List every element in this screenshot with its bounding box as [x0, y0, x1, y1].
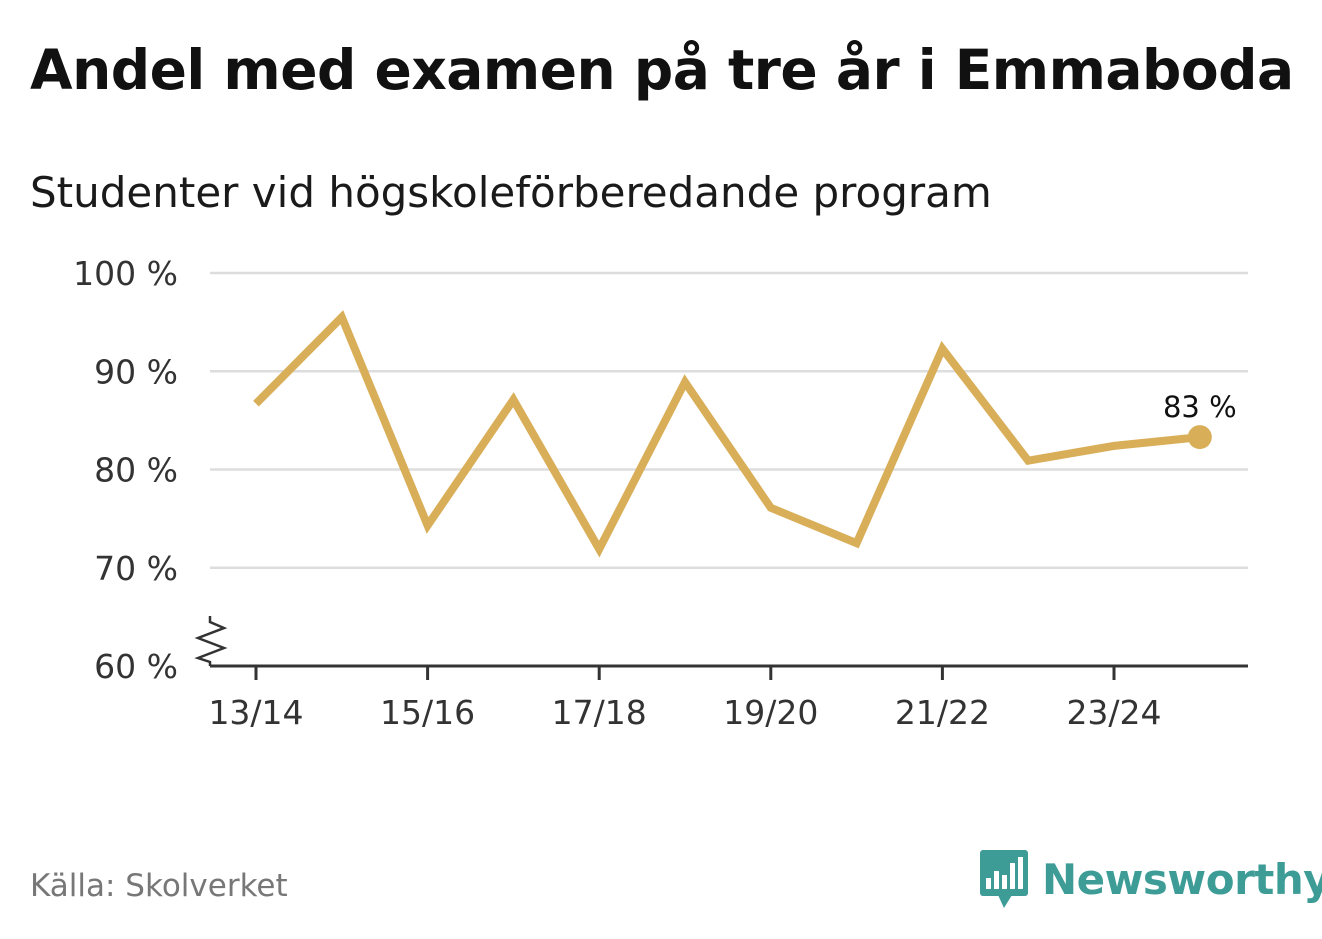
data-point	[338, 313, 346, 321]
end-point-marker	[1187, 425, 1212, 450]
newsworthy-logo-icon	[980, 850, 1028, 908]
newsworthy-logo[interactable]: Newsworthy	[980, 848, 1322, 910]
y-tick-label: 90 %	[94, 352, 178, 391]
x-tick-label: 15/16	[380, 693, 475, 732]
y-tick-label: 80 %	[94, 451, 178, 490]
data-point	[252, 400, 260, 408]
data-point	[767, 504, 775, 512]
data-point	[595, 545, 603, 553]
x-tick-label: 19/20	[723, 693, 818, 732]
data-point	[1024, 457, 1032, 465]
x-axis	[194, 616, 1248, 668]
series-layer: 83 %	[252, 310, 1237, 558]
chart-title: Andel med examen på tre år i Emmaboda	[30, 38, 1294, 102]
data-point	[1110, 442, 1118, 450]
end-value-label: 83 %	[1163, 390, 1237, 424]
x-tick-label: 13/14	[208, 693, 303, 732]
y-tick-label: 60 %	[94, 647, 178, 686]
data-point	[509, 396, 517, 404]
series-line	[253, 310, 1201, 558]
gridlines	[210, 271, 1248, 569]
data-point	[681, 378, 689, 386]
chart-subtitle: Studenter vid högskoleförberedande progr…	[30, 168, 992, 217]
x-tick-label: 23/24	[1066, 693, 1161, 732]
y-tick-label: 100 %	[73, 254, 178, 293]
x-tick-label: 21/22	[895, 693, 990, 732]
brand-name: Newsworthy	[1042, 854, 1322, 904]
data-point	[853, 539, 861, 547]
data-point	[424, 522, 432, 530]
y-axis-ticks: 60 % 70 % 80 % 90 % 100 %	[73, 254, 178, 686]
axis-break	[194, 616, 228, 666]
x-axis-ticks: 13/14 15/16 17/18 19/20 21/22 23/24	[208, 666, 1162, 732]
source-note: Källa: Skolverket	[30, 868, 288, 904]
data-point	[938, 345, 946, 353]
x-tick-label: 17/18	[552, 693, 647, 732]
y-tick-label: 70 %	[94, 549, 178, 588]
